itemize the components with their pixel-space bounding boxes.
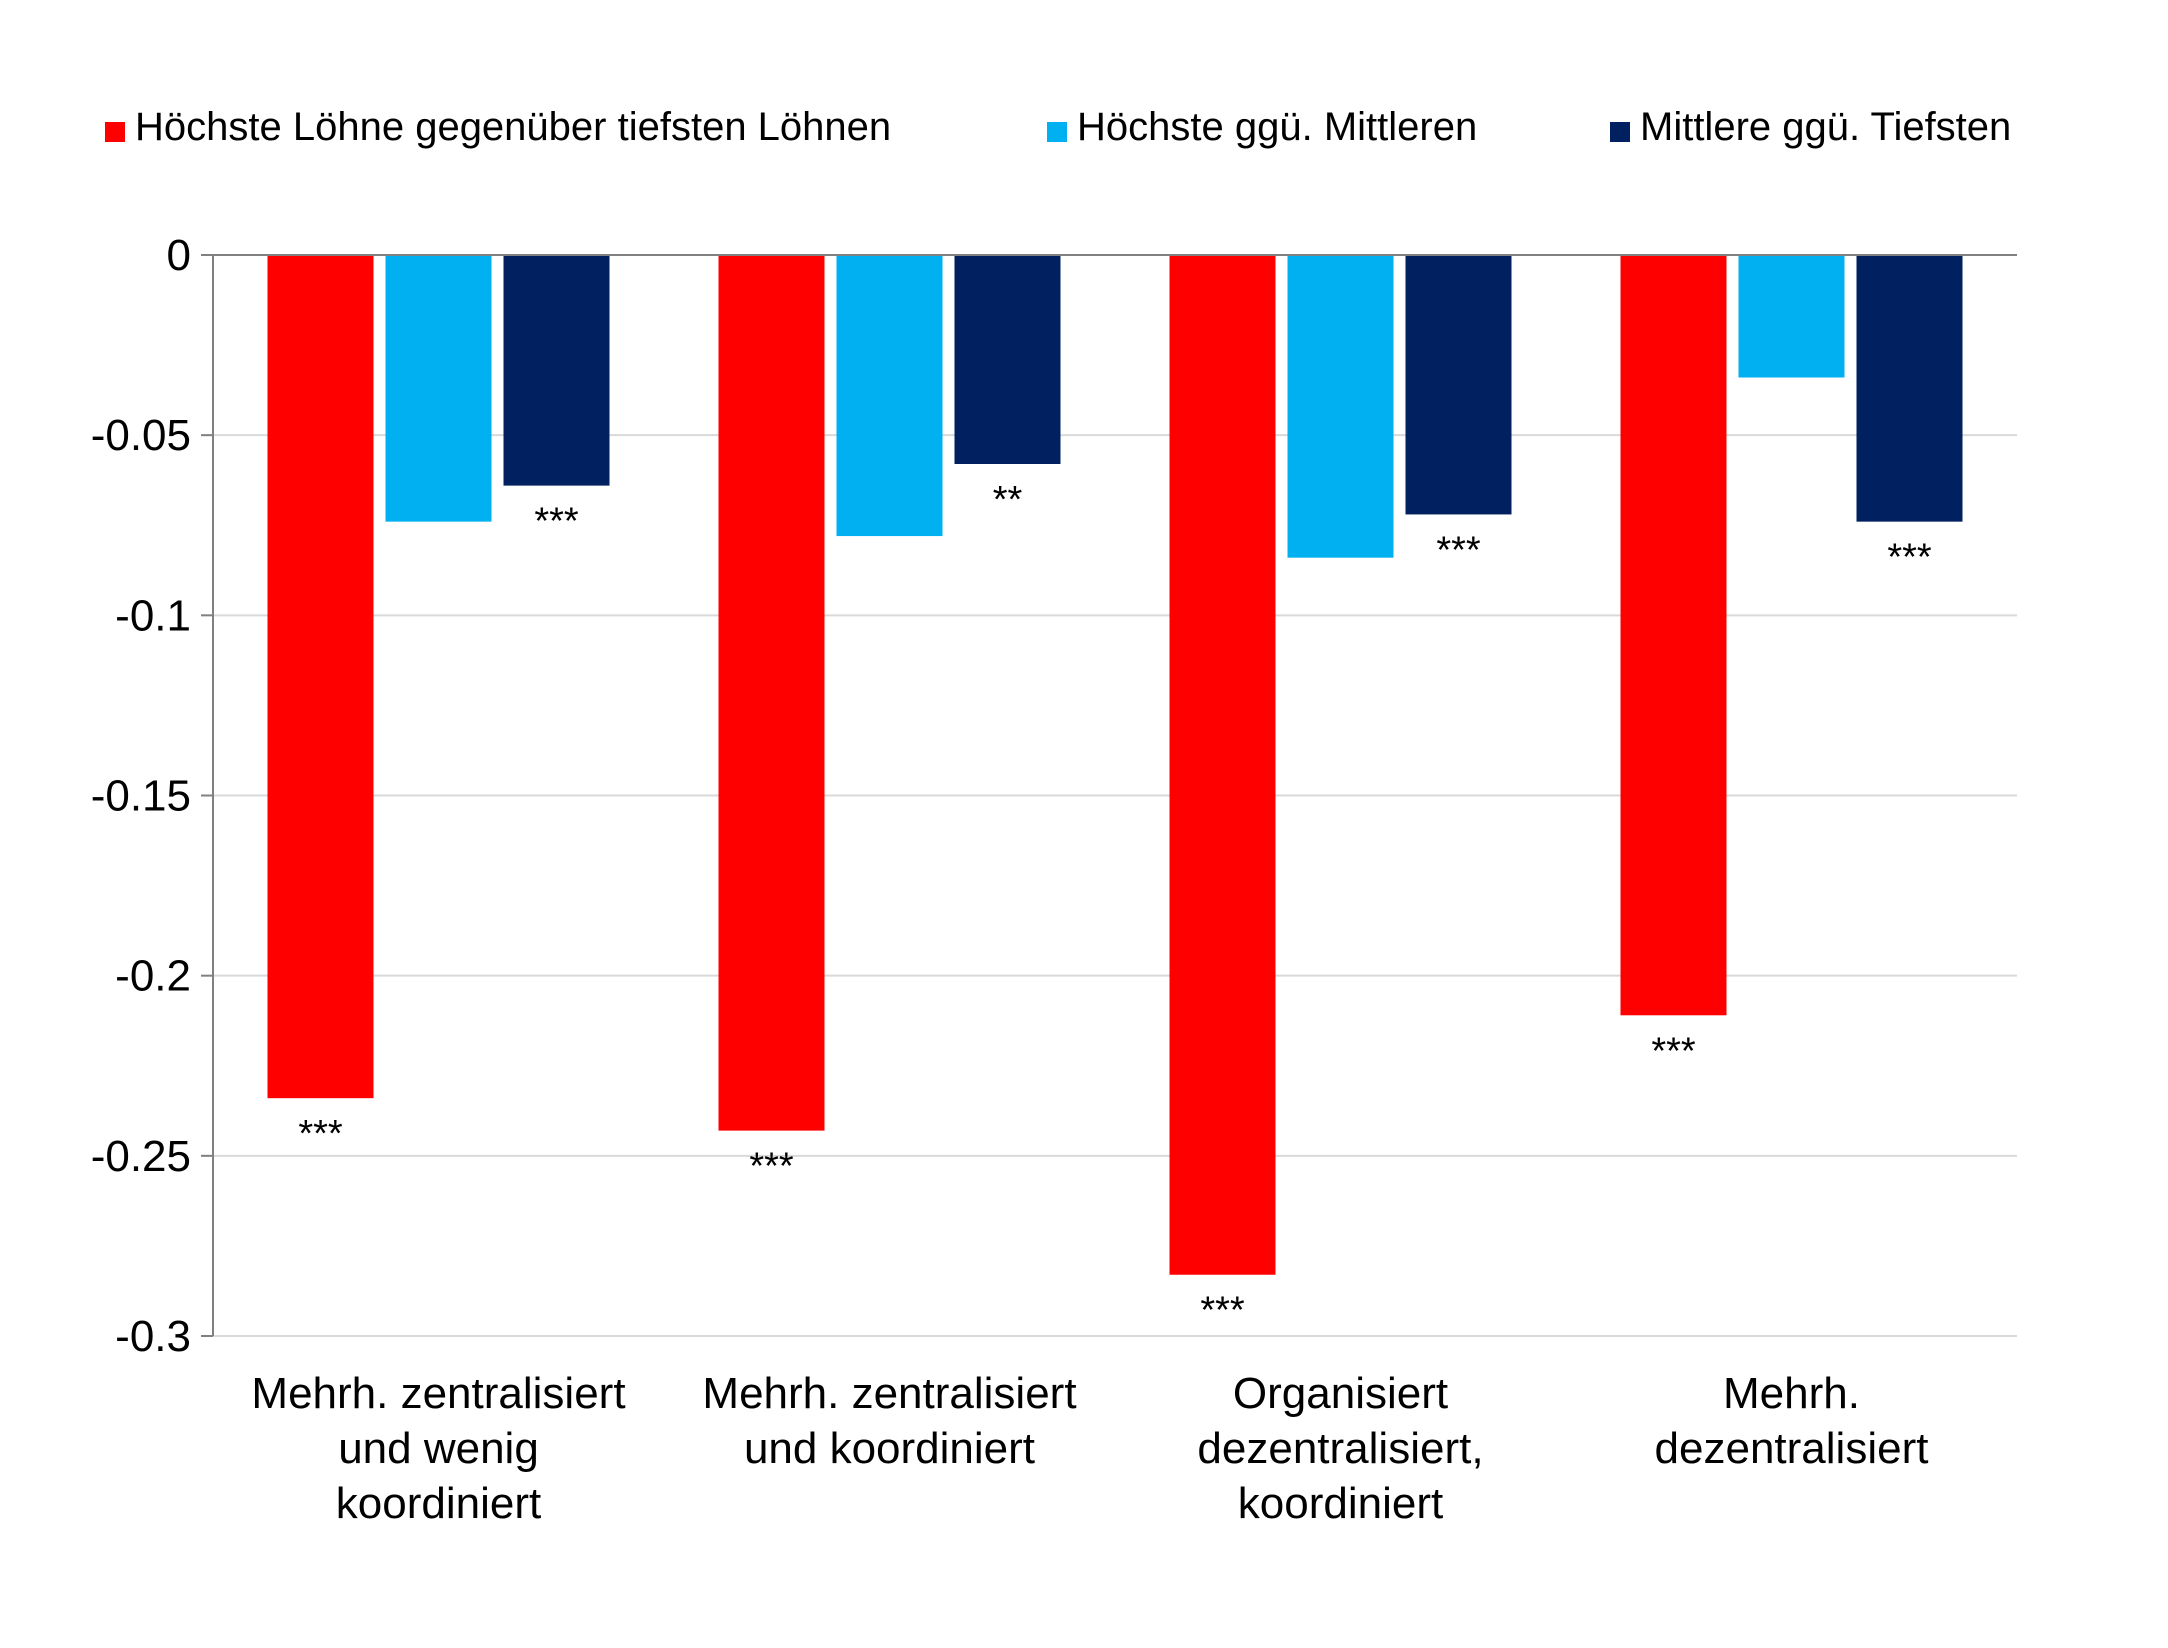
bar	[954, 255, 1061, 464]
significance-labels: ******************** ***	[298, 479, 1932, 1332]
x-category-label: Organisiert dezentralisiert, koordiniert	[1197, 1369, 1483, 1528]
legend-item: Höchste Löhne gegenüber tiefsten Löhnen	[105, 105, 891, 149]
x-axis-labels: Mehrh. zentralisiert und wenig koordiniert…	[251, 1369, 1928, 1528]
y-tick-label: 0	[167, 231, 191, 280]
y-tick-label: -0.25	[91, 1132, 191, 1181]
bar	[1287, 255, 1394, 558]
significance-label: ***	[1436, 529, 1481, 571]
x-category-label: Mehrh. dezentralisiert	[1655, 1369, 1929, 1473]
x-category-label: Mehrh. zentralisiert und koordiniert	[702, 1369, 1076, 1473]
y-tick-label: -0.3	[115, 1312, 191, 1361]
bar	[1169, 255, 1276, 1275]
bar	[503, 255, 610, 486]
legend-label: Höchste Löhne gegenüber tiefsten Löhnen	[135, 105, 891, 149]
significance-label: **	[993, 479, 1023, 521]
gridlines	[213, 434, 2017, 1337]
bar	[267, 255, 374, 1099]
legend-swatch	[1610, 122, 1630, 142]
bar	[1856, 255, 1963, 522]
x-category-label: Mehrh. zentralisiert und wenig koordiniert	[251, 1369, 625, 1528]
bar	[836, 255, 943, 537]
legend-item: Mittlere ggü. Tiefsten	[1610, 105, 2011, 149]
significance-label: ***	[1200, 1290, 1245, 1332]
bars	[213, 254, 2017, 1275]
significance-label: ***	[298, 1113, 343, 1155]
y-tick-label: -0.1	[115, 591, 191, 640]
legend: Höchste Löhne gegenüber tiefsten Löhnen H…	[105, 105, 2011, 149]
legend-label: Mittlere ggü. Tiefsten	[1640, 105, 2011, 149]
legend-label: Höchste ggü. Mittleren	[1077, 105, 1477, 149]
bar	[718, 255, 825, 1131]
y-tick-label: -0.05	[91, 411, 191, 460]
legend-swatch	[105, 122, 125, 142]
y-tick-label: -0.15	[91, 772, 191, 821]
significance-label: ***	[534, 501, 579, 543]
bar	[385, 255, 492, 522]
significance-label: ***	[1651, 1030, 1696, 1072]
y-axis: 0 -0.05 -0.1 -0.15 -0.2 -0.25 -0.3	[91, 231, 214, 1361]
legend-item: Höchste ggü. Mittleren	[1047, 105, 1477, 149]
y-tick-label: -0.2	[115, 952, 191, 1001]
significance-label: ***	[749, 1146, 794, 1188]
bar	[1738, 255, 1845, 378]
bar	[1620, 255, 1727, 1016]
legend-swatch	[1047, 122, 1067, 142]
bar	[1405, 255, 1512, 515]
significance-label: ***	[1887, 537, 1932, 579]
